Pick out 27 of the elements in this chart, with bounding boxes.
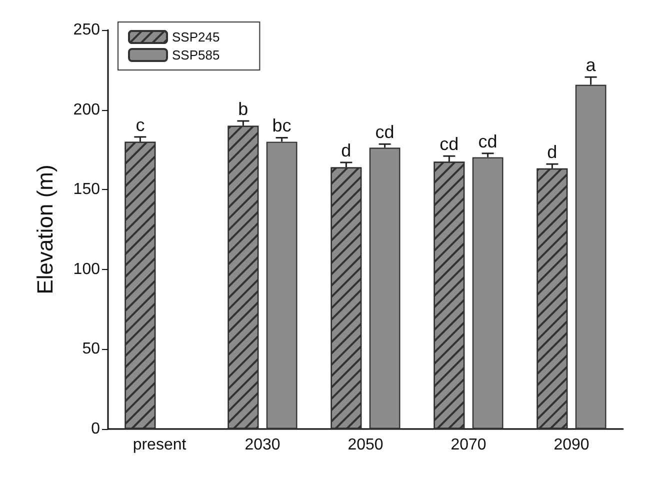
bar xyxy=(266,142,298,429)
data-label: c xyxy=(136,114,145,135)
data-label: cd xyxy=(478,131,498,152)
data-label: d xyxy=(547,142,558,162)
y-tick-label: 50 xyxy=(82,340,100,358)
y-tick-label: 150 xyxy=(73,181,100,198)
data-label: cd xyxy=(440,134,459,154)
y-tick-label: 100 xyxy=(73,260,100,278)
y-tick-label: 200 xyxy=(73,101,100,118)
y-tick-label: 250 xyxy=(73,22,100,38)
x-tick-label: 2090 xyxy=(554,436,590,454)
x-tick-label: 2050 xyxy=(348,436,384,454)
data-label: cd xyxy=(375,122,394,142)
y-axis-title: Elevation (m) xyxy=(32,164,58,294)
data-label: b xyxy=(238,98,248,119)
x-tick-label: 2030 xyxy=(244,436,280,454)
x-tick-label: 2070 xyxy=(450,436,486,454)
x-tick-label: present xyxy=(132,436,187,454)
legend-label: SSP245 xyxy=(172,30,220,44)
data-label: bc xyxy=(272,116,292,136)
y-tick-label: 0 xyxy=(91,420,100,438)
legend-label: SSP585 xyxy=(172,48,220,62)
bar xyxy=(575,84,606,429)
data-label: d xyxy=(341,140,352,160)
data-label: a xyxy=(586,55,597,76)
bar xyxy=(472,157,504,429)
bar xyxy=(369,148,400,429)
